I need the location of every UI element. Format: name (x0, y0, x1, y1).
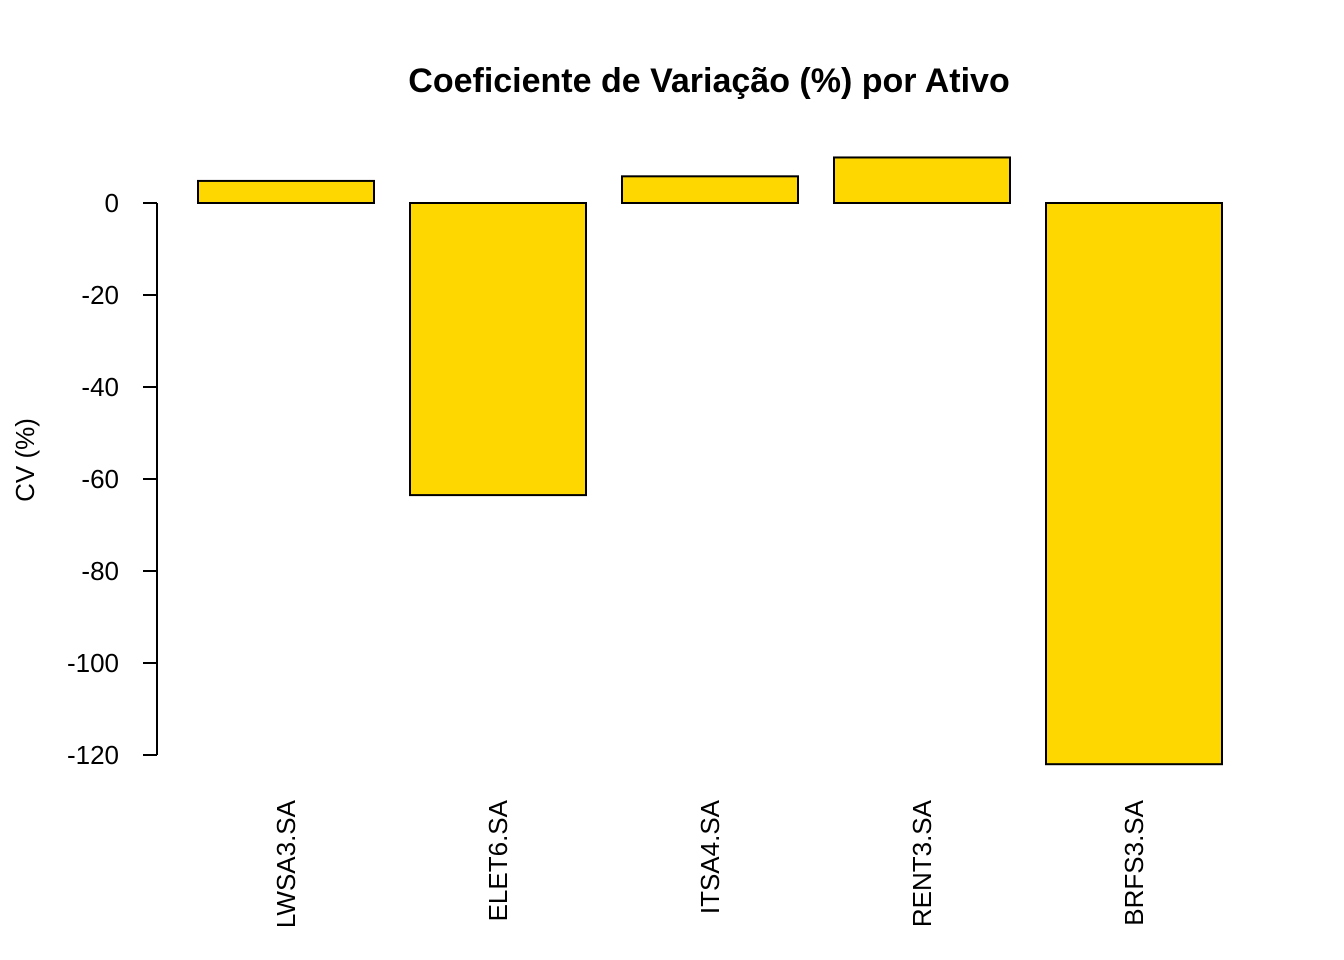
x-axis-labels: LWSA3.SA ELET6.SA ITSA4.SA RENT3.SA BRFS3.SA (271, 799, 1149, 928)
x-tick-label-itsa4-sa: ITSA4.SA (695, 799, 725, 914)
bars-group (197, 156, 1223, 766)
bar-lwsa3-sa (197, 179, 375, 204)
y-tick-label: -80 (81, 556, 119, 586)
y-tick-label: -20 (81, 280, 119, 310)
x-tick-label-rent3-sa: RENT3.SA (907, 799, 937, 927)
x-tick-label-elet6-sa: ELET6.SA (483, 799, 513, 921)
x-tick-label-brfs3-sa: BRFS3.SA (1119, 799, 1149, 925)
bar-brfs3-sa (1045, 202, 1223, 766)
y-tick-label: 0 (105, 188, 119, 218)
bar-rent3-sa (833, 156, 1011, 205)
bar-elet6-sa (409, 202, 587, 497)
bar-itsa4-sa (621, 175, 799, 205)
y-tick-label: -120 (67, 740, 119, 770)
y-tick-label: -100 (67, 648, 119, 678)
y-tick-label: -60 (81, 464, 119, 494)
y-tick-label: -40 (81, 372, 119, 402)
y-axis: 0 -20 -40 -60 -80 -100 -120 (67, 188, 158, 770)
x-tick-label-lwsa3-sa: LWSA3.SA (271, 799, 301, 928)
chart-title: Coeficiente de Variação (%) por Ativo (408, 62, 1009, 100)
y-axis-title: CV (%) (10, 418, 40, 502)
